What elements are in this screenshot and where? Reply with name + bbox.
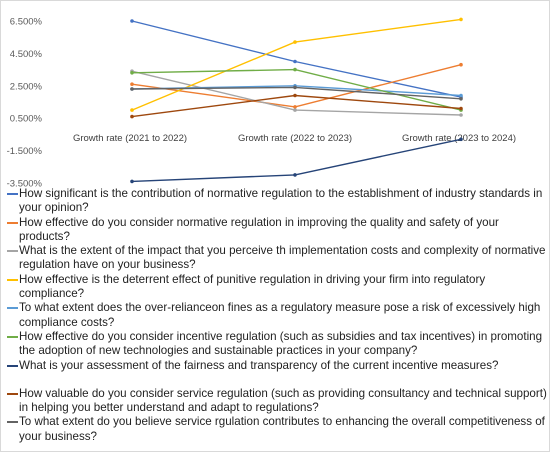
data-point [459, 113, 463, 117]
data-point [293, 59, 297, 64]
data-point [293, 93, 297, 98]
legend-swatch [7, 221, 18, 224]
data-point [459, 106, 463, 111]
legend-item: What is your assessment of the fairness … [7, 359, 547, 373]
legend-label: To what extent does the over-relianceon … [19, 301, 541, 329]
legend-item: How valuable do you consider service reg… [7, 387, 547, 416]
data-point [130, 108, 134, 112]
y-tick-label: -1.500% [7, 146, 43, 157]
legend-swatch [7, 335, 18, 338]
x-tick-label: Growth rate (2021 to 2022) [73, 133, 187, 144]
legend-label: How effective is the deterrent effect of… [19, 272, 486, 301]
legend-item: What is the extent of the impact that yo… [7, 244, 547, 273]
line-chart: 6.500% 4.500% 2.500% 0.500% -1.500% -3.500% G… [7, 17, 516, 188]
x-axis-ticks: Growth rate (2021 to 2022) Growth rate (2… [73, 133, 516, 144]
y-tick-label: 2.500% [10, 81, 43, 92]
data-point [459, 97, 463, 101]
legend-swatch [7, 392, 18, 395]
data-point [130, 87, 134, 91]
data-point [130, 179, 134, 184]
x-tick-label: Growth rate (2023 to 2024) [402, 133, 516, 144]
legend-swatch [7, 307, 18, 310]
y-tick-label: -3.500% [7, 179, 43, 188]
legend-item: How effective is the deterrent effect of… [7, 273, 547, 302]
legend-label: How significant is the contribution of n… [19, 187, 543, 215]
legend-label: What is the extent of the impact that yo… [19, 244, 546, 272]
data-point [130, 82, 134, 86]
legend: How significant is the contribution of n… [7, 187, 547, 444]
legend-label: How effective do you consider incentive … [19, 329, 543, 358]
data-point [293, 40, 297, 44]
legend-item: How effective do you consider normative … [7, 216, 547, 245]
data-point [293, 85, 297, 90]
data-point [459, 93, 463, 98]
y-tick-label: 6.500% [10, 17, 43, 28]
series-lines [130, 17, 463, 184]
legend-label: How effective do you consider normative … [19, 215, 499, 243]
legend-swatch [7, 193, 18, 195]
data-point [459, 17, 463, 22]
y-axis-ticks: 6.500% 4.500% 2.500% 0.500% -1.500% -3.500% [7, 17, 43, 188]
legend-label: What is your assessment of the fairness … [19, 358, 499, 372]
data-point [293, 105, 297, 109]
legend-label: To what extent do you believe service rg… [19, 415, 545, 443]
data-point [459, 62, 463, 67]
y-tick-label: 4.500% [10, 49, 43, 60]
data-point [293, 67, 297, 72]
data-point [130, 71, 134, 75]
legend-item: To what extent does the over-relianceon … [7, 301, 547, 330]
data-point [293, 108, 297, 112]
legend-swatch [7, 421, 18, 424]
data-point [459, 137, 463, 142]
y-tick-label: 0.500% [10, 114, 43, 125]
data-point [130, 19, 134, 23]
data-point [130, 114, 134, 119]
legend-item: How effective do you consider incentive … [7, 330, 547, 359]
legend-swatch [7, 364, 18, 367]
legend-swatch [7, 250, 18, 253]
legend-label: How valuable do you consider service reg… [19, 386, 547, 415]
data-point [293, 173, 297, 177]
legend-item: How significant is the contribution of n… [7, 187, 547, 216]
legend-item: To what extent do you believe service rg… [7, 415, 547, 444]
legend-swatch [7, 278, 18, 281]
x-tick-label: Growth rate (2022 to 2023) [238, 133, 352, 144]
